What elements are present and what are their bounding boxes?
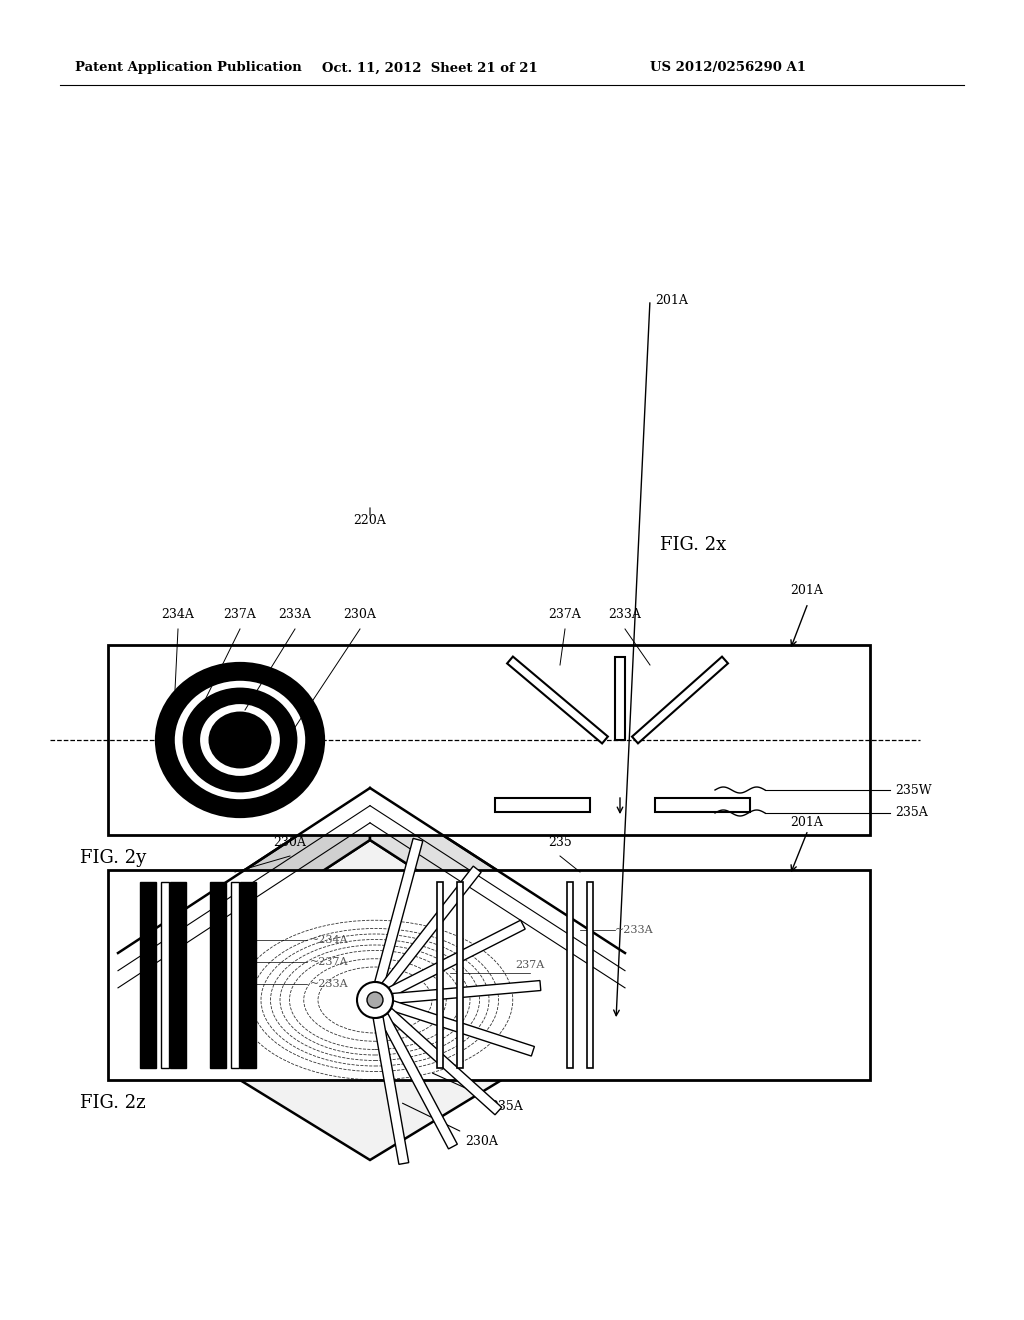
Polygon shape [373, 1016, 409, 1164]
Text: FIG. 2y: FIG. 2y [80, 849, 146, 867]
Text: Oct. 11, 2012  Sheet 21 of 21: Oct. 11, 2012 Sheet 21 of 21 [323, 62, 538, 74]
Text: ~234A: ~234A [310, 935, 348, 945]
Polygon shape [118, 840, 625, 1160]
Bar [457, 882, 463, 1068]
Text: 201A: 201A [790, 816, 823, 829]
Bar [567, 882, 573, 1068]
Text: US 2012/0256290 A1: US 2012/0256290 A1 [650, 62, 806, 74]
Text: 235A: 235A [432, 1073, 522, 1113]
Polygon shape [390, 1001, 535, 1056]
Bar [108, 870, 870, 1080]
Circle shape [357, 982, 393, 1018]
Ellipse shape [212, 715, 268, 766]
Polygon shape [118, 788, 370, 1005]
Polygon shape [370, 788, 625, 1005]
Polygon shape [375, 838, 423, 983]
Text: 235A: 235A [895, 807, 928, 820]
Bar [170, 882, 186, 1068]
Bar [240, 882, 256, 1068]
Bar [615, 657, 625, 741]
Ellipse shape [172, 678, 308, 803]
Bar [161, 882, 169, 1068]
Text: 237A: 237A [515, 960, 545, 970]
Bar [210, 882, 226, 1068]
Polygon shape [385, 1008, 502, 1115]
Text: 201A: 201A [790, 583, 823, 597]
Bar [587, 882, 593, 1068]
Polygon shape [632, 656, 728, 743]
Text: 201A: 201A [655, 293, 688, 306]
Text: 237A: 237A [223, 609, 256, 622]
Polygon shape [389, 920, 525, 997]
Circle shape [367, 993, 383, 1008]
Text: ~233A: ~233A [615, 925, 653, 935]
Polygon shape [495, 799, 590, 812]
Bar [108, 645, 870, 836]
Text: Patent Application Publication: Patent Application Publication [75, 62, 302, 74]
Text: 235W: 235W [895, 784, 932, 796]
Ellipse shape [198, 702, 282, 777]
Bar [437, 882, 443, 1068]
Text: 235: 235 [548, 836, 571, 849]
Text: 237A: 237A [549, 609, 582, 622]
Text: 233A: 233A [279, 609, 311, 622]
Text: 233A: 233A [608, 609, 641, 622]
Text: 230A: 230A [344, 609, 377, 622]
Text: FIG. 2x: FIG. 2x [660, 536, 726, 554]
Text: 220A: 220A [353, 513, 386, 527]
Polygon shape [392, 981, 541, 1003]
Polygon shape [382, 866, 481, 989]
Text: ~233A: ~233A [310, 979, 348, 989]
Text: ~237A: ~237A [310, 957, 348, 968]
Text: 234A: 234A [162, 609, 195, 622]
Bar [231, 882, 239, 1068]
Polygon shape [379, 1014, 458, 1148]
Text: 230A: 230A [402, 1104, 498, 1148]
Text: 230A: 230A [273, 836, 306, 849]
Polygon shape [655, 799, 750, 812]
Ellipse shape [185, 690, 295, 789]
Bar [140, 882, 156, 1068]
Ellipse shape [158, 665, 322, 814]
Polygon shape [507, 656, 608, 743]
Text: FIG. 2z: FIG. 2z [80, 1094, 145, 1111]
